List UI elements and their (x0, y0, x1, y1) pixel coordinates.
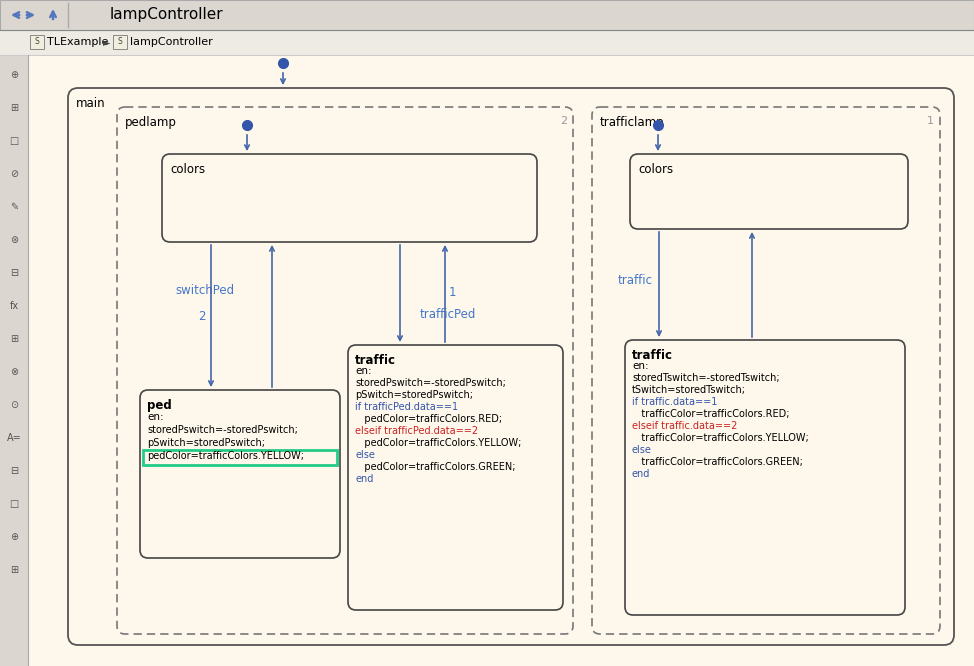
Text: pSwitch=storedPswitch;: pSwitch=storedPswitch; (355, 390, 473, 400)
Text: end: end (355, 474, 373, 484)
Text: ⊞: ⊞ (10, 334, 19, 344)
FancyBboxPatch shape (0, 55, 28, 666)
Text: fx: fx (10, 301, 19, 311)
FancyBboxPatch shape (140, 390, 340, 558)
FancyBboxPatch shape (625, 340, 905, 615)
FancyBboxPatch shape (348, 345, 563, 610)
Text: tSwitch=storedTswitch;: tSwitch=storedTswitch; (632, 385, 746, 395)
Text: ⊕: ⊕ (10, 70, 19, 80)
Text: trafficColor=trafficColors.RED;: trafficColor=trafficColors.RED; (632, 409, 790, 419)
FancyBboxPatch shape (0, 30, 974, 55)
FancyBboxPatch shape (28, 55, 974, 666)
Text: else: else (355, 450, 375, 460)
Text: if trafficPed.data==1: if trafficPed.data==1 (355, 402, 458, 412)
Text: ►: ► (103, 37, 110, 47)
Text: lampController: lampController (110, 7, 224, 23)
Text: traffic: traffic (632, 349, 673, 362)
Text: S: S (118, 37, 123, 47)
Text: storedPswitch=-storedPswitch;: storedPswitch=-storedPswitch; (355, 378, 506, 388)
Text: ⊘: ⊘ (10, 169, 19, 179)
Text: A=: A= (7, 433, 21, 443)
Text: pedColor=trafficColors.RED;: pedColor=trafficColors.RED; (355, 414, 503, 424)
Text: ⊟: ⊟ (10, 268, 19, 278)
Text: TLExample: TLExample (47, 37, 108, 47)
Text: storedTswitch=-storedTswitch;: storedTswitch=-storedTswitch; (632, 373, 779, 383)
Text: 2: 2 (199, 310, 206, 322)
Text: en:: en: (355, 366, 372, 376)
Text: if traffic.data==1: if traffic.data==1 (632, 397, 718, 407)
Text: ped: ped (147, 399, 171, 412)
Text: elseif trafficPed.data==2: elseif trafficPed.data==2 (355, 426, 478, 436)
Text: colors: colors (638, 163, 673, 176)
Text: pedlamp: pedlamp (125, 116, 177, 129)
Text: end: end (632, 469, 651, 479)
Text: lampController: lampController (130, 37, 212, 47)
FancyBboxPatch shape (113, 35, 127, 49)
Text: trafficColor=trafficColors.GREEN;: trafficColor=trafficColors.GREEN; (632, 457, 803, 467)
Text: pedColor=trafficColors.GREEN;: pedColor=trafficColors.GREEN; (355, 462, 515, 472)
Text: trafficColor=trafficColors.YELLOW;: trafficColor=trafficColors.YELLOW; (632, 433, 808, 443)
FancyBboxPatch shape (0, 0, 974, 30)
Text: ⊞: ⊞ (10, 103, 19, 113)
Text: S: S (35, 37, 39, 47)
Text: ⊞: ⊞ (10, 565, 19, 575)
Text: □: □ (10, 136, 19, 146)
Text: ⊟: ⊟ (10, 466, 19, 476)
FancyBboxPatch shape (143, 450, 337, 465)
Text: elseif traffic.data==2: elseif traffic.data==2 (632, 421, 737, 431)
Text: traffic: traffic (355, 354, 396, 367)
FancyBboxPatch shape (68, 88, 954, 645)
Text: pedColor=trafficColors.YELLOW;: pedColor=trafficColors.YELLOW; (147, 451, 304, 461)
Text: pSwitch=storedPswitch;: pSwitch=storedPswitch; (147, 438, 265, 448)
Text: colors: colors (170, 163, 206, 176)
Text: pedColor=trafficColors.YELLOW;: pedColor=trafficColors.YELLOW; (355, 438, 521, 448)
Text: trafficlamp: trafficlamp (600, 116, 664, 129)
Text: trafficPed: trafficPed (420, 308, 476, 322)
Text: ⊗: ⊗ (10, 367, 19, 377)
Text: ⊙: ⊙ (10, 400, 19, 410)
Text: 2: 2 (560, 116, 567, 126)
Text: ⊛: ⊛ (10, 235, 19, 245)
FancyBboxPatch shape (630, 154, 908, 229)
Text: □: □ (10, 499, 19, 509)
Text: traffic: traffic (618, 274, 653, 286)
Text: ⊕: ⊕ (10, 532, 19, 542)
Text: 1: 1 (449, 286, 457, 300)
Text: else: else (632, 445, 652, 455)
Text: main: main (76, 97, 105, 110)
FancyBboxPatch shape (30, 35, 44, 49)
Text: en:: en: (147, 412, 164, 422)
Text: ✎: ✎ (10, 202, 19, 212)
Text: switchPed: switchPed (175, 284, 234, 296)
FancyBboxPatch shape (162, 154, 537, 242)
Text: en:: en: (632, 361, 649, 371)
Text: 1: 1 (927, 116, 934, 126)
Text: storedPswitch=-storedPswitch;: storedPswitch=-storedPswitch; (147, 425, 298, 435)
